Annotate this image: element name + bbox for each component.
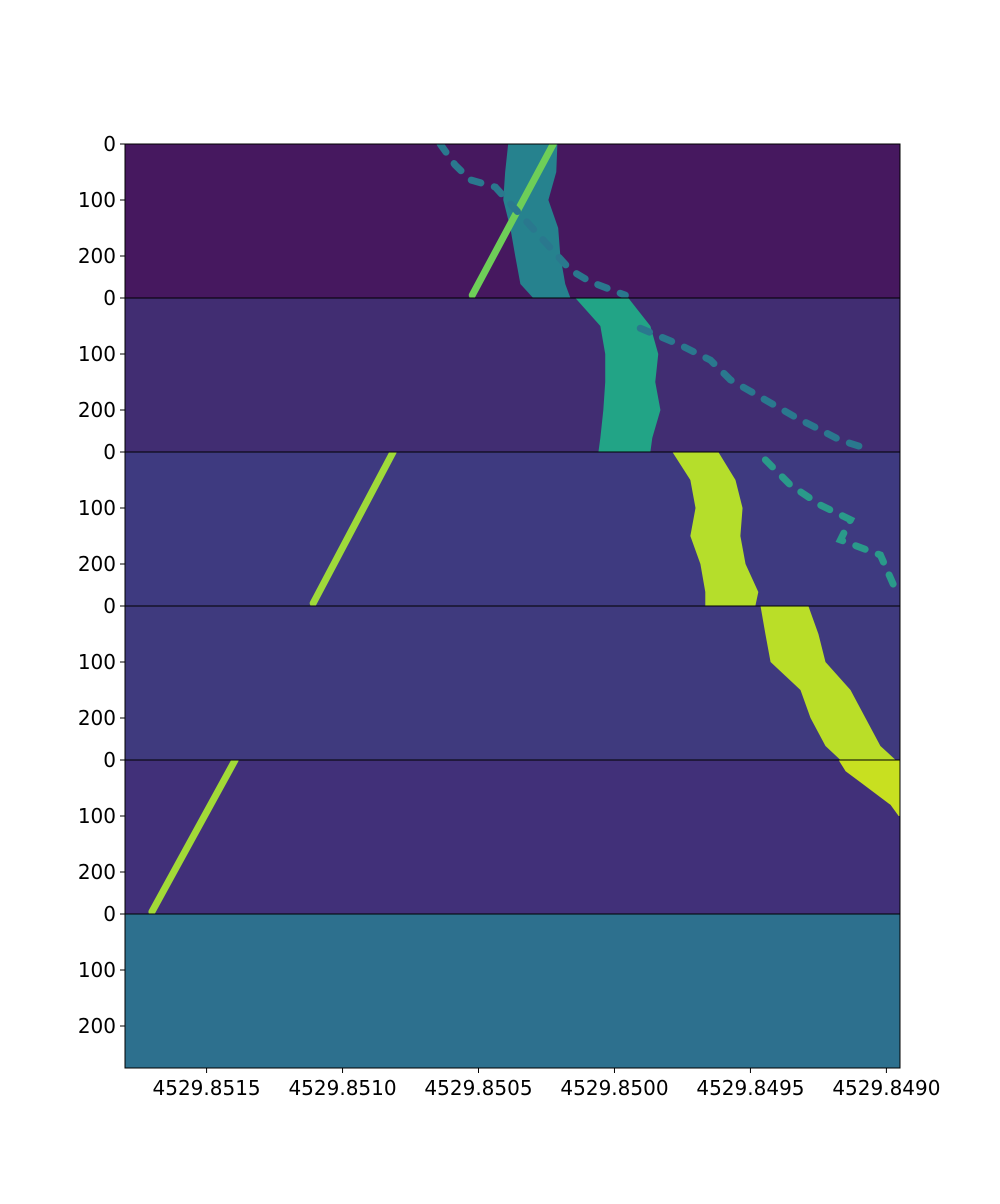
y-tick-label: 0 bbox=[103, 594, 116, 618]
y-tick-label: 0 bbox=[103, 132, 116, 156]
drift-track bbox=[436, 144, 629, 298]
y-tick-label: 0 bbox=[103, 440, 116, 464]
drift-track bbox=[761, 456, 900, 594]
y-tick-label: 200 bbox=[78, 244, 116, 268]
y-tick-label: 100 bbox=[78, 650, 116, 674]
x-tick-label: 4529.8495 bbox=[696, 1076, 804, 1100]
panel-background bbox=[125, 760, 900, 914]
drift-track bbox=[468, 144, 557, 298]
y-tick-label: 200 bbox=[78, 398, 116, 422]
panel bbox=[125, 298, 900, 452]
drift-track bbox=[636, 324, 875, 452]
panel-background bbox=[125, 298, 900, 452]
panel-frame bbox=[124, 913, 901, 1069]
y-tick-label: 100 bbox=[78, 804, 116, 828]
y-tick-label: 200 bbox=[78, 860, 116, 884]
y-tick-label: 100 bbox=[78, 188, 116, 212]
signal-band bbox=[503, 144, 571, 298]
panel bbox=[125, 144, 900, 298]
signal-band bbox=[760, 606, 896, 760]
y-tick-label: 100 bbox=[78, 958, 116, 982]
drift-track bbox=[148, 760, 239, 914]
panel-background bbox=[125, 914, 900, 1068]
y-tick-label: 100 bbox=[78, 496, 116, 520]
panel-background bbox=[125, 452, 900, 606]
y-tick-label: 100 bbox=[78, 342, 116, 366]
x-tick-label: 4529.8515 bbox=[153, 1076, 261, 1100]
y-tick-label: 200 bbox=[78, 1014, 116, 1038]
y-tick-label: 0 bbox=[103, 902, 116, 926]
signal-band bbox=[575, 298, 661, 452]
panel bbox=[125, 760, 900, 914]
y-tick-label: 0 bbox=[103, 748, 116, 772]
x-tick-label: 4529.8490 bbox=[832, 1076, 940, 1100]
x-tick-label: 4529.8500 bbox=[560, 1076, 668, 1100]
x-tick-label: 4529.8510 bbox=[288, 1076, 396, 1100]
x-tick-label: 4529.8505 bbox=[424, 1076, 532, 1100]
y-tick-label: 200 bbox=[78, 706, 116, 730]
panel bbox=[125, 914, 900, 1068]
panel bbox=[125, 606, 900, 760]
signal-band bbox=[672, 452, 759, 606]
drift-track bbox=[309, 452, 397, 606]
y-tick-label: 0 bbox=[103, 286, 116, 310]
y-tick-label: 200 bbox=[78, 552, 116, 576]
panel bbox=[125, 452, 900, 606]
signal-band bbox=[838, 760, 900, 816]
